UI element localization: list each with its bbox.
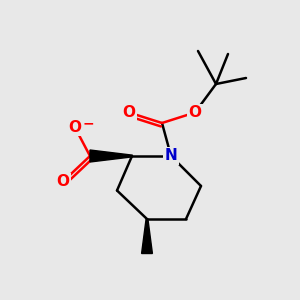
Polygon shape [142, 219, 152, 254]
Text: O: O [122, 105, 136, 120]
Text: N: N [165, 148, 177, 164]
Text: O: O [56, 174, 70, 189]
Text: O: O [68, 120, 82, 135]
Text: O: O [188, 105, 202, 120]
Polygon shape [90, 150, 132, 162]
Text: −: − [83, 116, 94, 130]
